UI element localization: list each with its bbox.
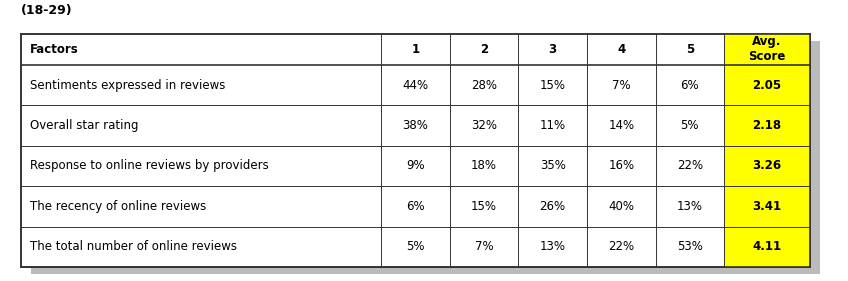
Text: (18-29): (18-29) [21, 4, 73, 17]
Text: 2: 2 [480, 43, 488, 56]
Text: 4: 4 [617, 43, 625, 56]
Text: 7%: 7% [612, 78, 631, 92]
Text: 26%: 26% [539, 200, 566, 213]
Text: 3.26: 3.26 [752, 159, 782, 172]
Text: 5%: 5% [406, 240, 425, 253]
Text: Avg.
Score: Avg. Score [748, 35, 785, 63]
Text: 6%: 6% [680, 78, 699, 92]
Text: 44%: 44% [403, 78, 428, 92]
Text: 6%: 6% [406, 200, 425, 213]
Text: 5: 5 [686, 43, 694, 56]
Polygon shape [31, 41, 820, 274]
Text: 13%: 13% [677, 200, 703, 213]
Text: 53%: 53% [677, 240, 703, 253]
Text: 7%: 7% [475, 240, 494, 253]
Text: 9%: 9% [406, 159, 425, 172]
Text: 28%: 28% [471, 78, 497, 92]
Text: 2.18: 2.18 [752, 119, 782, 132]
Text: 3.41: 3.41 [752, 200, 782, 213]
Text: 22%: 22% [677, 159, 703, 172]
Text: 40%: 40% [608, 200, 634, 213]
Text: 3: 3 [549, 43, 557, 56]
Text: 15%: 15% [539, 78, 566, 92]
Text: 1: 1 [411, 43, 420, 56]
Text: 13%: 13% [539, 240, 566, 253]
Text: Response to online reviews by providers: Response to online reviews by providers [30, 159, 269, 172]
Text: Overall star rating: Overall star rating [30, 119, 138, 132]
Text: 35%: 35% [539, 159, 566, 172]
FancyBboxPatch shape [724, 34, 810, 267]
Text: Factors: Factors [30, 43, 78, 56]
Text: 5%: 5% [681, 119, 699, 132]
Text: 14%: 14% [608, 119, 634, 132]
Text: 11%: 11% [539, 119, 566, 132]
Text: The recency of online reviews: The recency of online reviews [30, 200, 206, 213]
Text: 2.05: 2.05 [752, 78, 782, 92]
Text: 38%: 38% [403, 119, 428, 132]
Text: 16%: 16% [608, 159, 634, 172]
Text: 22%: 22% [608, 240, 634, 253]
Text: 32%: 32% [471, 119, 497, 132]
Text: 18%: 18% [471, 159, 497, 172]
Text: The total number of online reviews: The total number of online reviews [30, 240, 237, 253]
FancyBboxPatch shape [21, 34, 810, 267]
Text: Sentiments expressed in reviews: Sentiments expressed in reviews [30, 78, 225, 92]
Text: 15%: 15% [471, 200, 497, 213]
Text: 4.11: 4.11 [752, 240, 782, 253]
